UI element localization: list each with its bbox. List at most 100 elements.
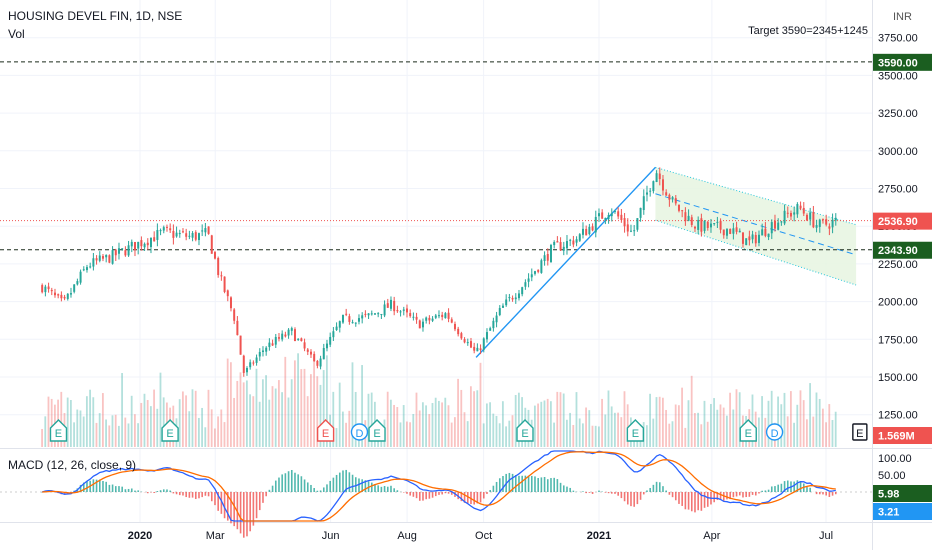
volume-bar [240, 372, 242, 447]
volume-bar [393, 405, 395, 447]
candle-body [771, 222, 773, 233]
macd-histogram-bar [192, 492, 194, 498]
volume-bar [652, 419, 654, 447]
volume-bar [614, 413, 616, 447]
volume-bar [73, 422, 75, 447]
candle-body [566, 241, 568, 248]
volume-bar [780, 404, 782, 447]
candle-body [403, 309, 405, 310]
candle-body [288, 330, 290, 336]
candle-body [732, 228, 734, 233]
candle-body [163, 227, 165, 230]
candle-body [780, 221, 782, 222]
candle-body [739, 231, 741, 232]
macd-histogram-bar [381, 487, 383, 492]
volume-bar [761, 396, 763, 447]
volume-bar [502, 401, 504, 447]
macd-histogram-bar [301, 476, 303, 492]
candle-body [678, 205, 680, 211]
candle-body [259, 352, 261, 356]
macd-histogram-bar [243, 492, 245, 538]
price-axis-tick: 2000.00 [878, 297, 918, 309]
candle-body [572, 240, 574, 244]
macd-histogram-bar [713, 492, 715, 502]
candle-body [112, 250, 114, 264]
macd-histogram-bar [800, 481, 802, 492]
candle-body [236, 321, 238, 335]
volume-bar [646, 425, 648, 447]
volume-bar [787, 416, 789, 447]
macd-histogram-bar [211, 492, 213, 501]
macd-histogram-bar [390, 486, 392, 492]
volume-bar [704, 401, 706, 447]
volume-bar [80, 410, 82, 447]
candle-body [70, 293, 72, 294]
candle-body [284, 335, 286, 337]
macd-histogram-bar [265, 492, 267, 496]
volume-bar [336, 428, 338, 447]
volume-bar [835, 412, 837, 447]
macd-histogram-bar [816, 492, 818, 494]
volume-bar [595, 426, 597, 447]
macd-histogram-bar [688, 492, 690, 510]
macd-histogram-bar [589, 492, 591, 493]
candle-body [268, 343, 270, 347]
macd-histogram-bar [553, 478, 555, 492]
candle-body [358, 318, 360, 322]
macd-histogram-bar [653, 485, 655, 492]
candle-body [777, 223, 779, 230]
candle-body [54, 293, 56, 296]
candle-body [41, 285, 43, 292]
macd-histogram-bar [806, 487, 808, 492]
candle-body [668, 195, 670, 200]
volume-bar [208, 390, 210, 447]
candle-body [537, 270, 539, 272]
candle-body [51, 290, 53, 291]
candle-body [57, 294, 59, 295]
volume-bar [339, 383, 341, 447]
candle-body [806, 215, 808, 221]
volume-bar [473, 391, 475, 447]
macd-histogram-bar [262, 492, 264, 503]
candle-body [467, 342, 469, 343]
volume-bar [819, 399, 821, 447]
time-axis-tick: 2020 [128, 530, 152, 542]
macd-histogram-bar [278, 478, 280, 492]
candle-body [828, 226, 830, 228]
candle-body [448, 313, 450, 319]
macd-histogram-bar [294, 473, 296, 492]
macd-histogram-bar [509, 473, 511, 492]
macd-histogram-bar [480, 492, 482, 502]
macd-histogram-bar [422, 492, 424, 501]
volume-bar [537, 404, 539, 447]
macd-histogram-bar [208, 492, 210, 496]
macd-histogram-bar [726, 492, 728, 499]
macd-histogram-bar [493, 486, 495, 492]
time-axis-tick: Mar [206, 530, 225, 542]
volume-bar [563, 394, 565, 447]
price-axis-tick: 1500.00 [878, 372, 918, 384]
volume-bar [598, 426, 600, 447]
candle-body [339, 321, 341, 328]
macd-histogram-bar [547, 479, 549, 492]
volume-bar [710, 404, 712, 447]
candle-body [307, 349, 309, 351]
volume-bar [390, 400, 392, 447]
candle-body [601, 212, 603, 218]
volume-bar [313, 356, 315, 447]
volume-bar [48, 397, 50, 447]
volume-bar [188, 411, 190, 447]
candle-body [502, 306, 504, 308]
candle-body [201, 230, 203, 231]
macd-histogram-bar [317, 491, 319, 492]
signal-line [42, 452, 836, 521]
candle-body [198, 233, 200, 240]
candle-body [441, 315, 443, 317]
candle-body [755, 235, 757, 243]
macd-histogram-bar [93, 479, 95, 492]
volume-bar [828, 404, 830, 447]
candle-body [688, 216, 690, 221]
volume-bar [348, 411, 350, 447]
candle-body [457, 329, 459, 334]
